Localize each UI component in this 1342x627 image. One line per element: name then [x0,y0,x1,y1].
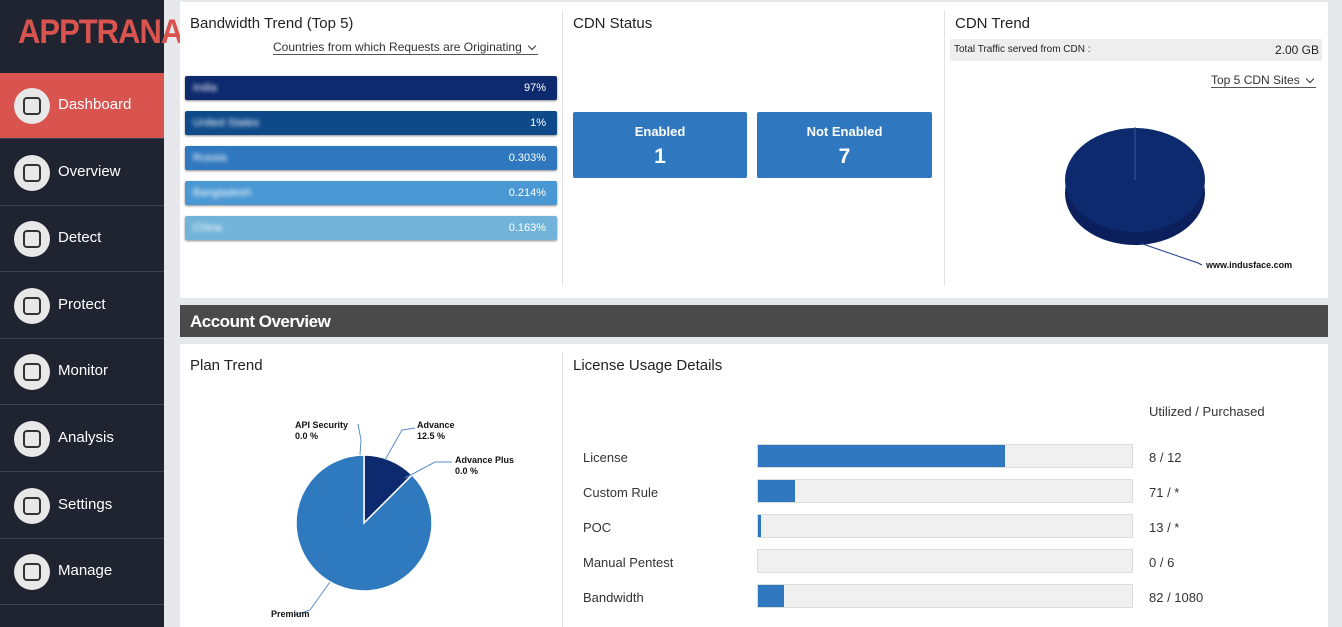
license-name: POC [583,520,612,535]
nav-item[interactable]: Dashboard [0,73,164,139]
nav-icon [14,287,50,324]
pie-slice [295,454,433,592]
license-name: Manual Pentest [583,555,674,570]
pie-value-label: 0.0 % [295,431,318,441]
pie-label: www.indusface.com [1205,260,1292,270]
usage-value: 8 / 12 [1149,450,1182,465]
nav-icon [14,487,50,524]
bandwidth-row: China 0.163% [185,216,557,240]
nav-icon [14,154,50,191]
usage-value: 82 / 1080 [1149,590,1204,605]
country: Russia [193,152,227,164]
divider [562,10,563,286]
nav-label: Monitor [58,362,109,380]
license-name: License [583,450,628,465]
usage-track [757,549,1133,573]
section-title: License Usage Details [573,357,723,374]
nav-label: Protect [58,295,106,313]
sidebar: APPTRANA Dashboard Overview Detect Protect M… [0,0,183,627]
nav-label: Settings [58,495,113,513]
share: 0.303% [508,152,546,164]
dropdown[interactable]: Top 5 CDN Sites [1211,73,1316,88]
cdn-tile: Not Enabled 7 [757,112,932,178]
share: 0.214% [508,187,546,199]
usage-value: 0 / 6 [1149,555,1175,570]
traffic-bar: Total Traffic served from CDN : 2.00 GB [950,39,1322,61]
pie-label: Advance [417,420,455,430]
usage-value: 71 / * [1149,485,1180,500]
bandwidth-row: Bangladesh 0.214% [185,181,557,205]
cdn-tile: Enabled 1 [573,112,747,178]
usage-track [757,444,1133,468]
license-name: Bandwidth [583,590,644,605]
bandwidth-row: India 97% [185,76,557,100]
nav-item[interactable]: Protect [0,273,164,339]
nav-icon [14,554,50,591]
nav-icon [14,354,50,391]
logo: APPTRANA [18,12,183,51]
leader-line [294,581,331,616]
usage-fill [758,445,1005,467]
section-header: Account Overview [180,305,1328,337]
leader-line [404,461,452,479]
nav-item[interactable]: Analysis [0,406,164,472]
share: 1% [530,117,546,129]
nav-item[interactable]: Detect [0,206,164,273]
nav-item[interactable]: Monitor [0,339,164,406]
bandwidth-row: United States 1% [185,111,557,135]
pie-label: Premium [271,609,310,619]
pie-label: API Security [295,420,348,430]
usage-fill [758,515,761,537]
country: Bangladesh [193,187,252,199]
dropdown[interactable]: Countries from which Requests are Origin… [273,40,538,55]
country: China [193,222,222,234]
share: 97% [523,82,546,94]
section-title: Bandwidth Trend (Top 5) [190,15,354,32]
tile-count: 1 [654,145,666,168]
section-header-title: Account Overview [190,312,331,331]
nav-icon [14,221,50,258]
leader-line [384,427,416,461]
nav-label: Manage [58,562,113,580]
share: 0.163% [508,222,546,234]
tile-count: 7 [838,145,851,168]
section-title: CDN Status [573,15,653,32]
nav-label: Dashboard [58,96,132,113]
cdn-pie: www.indusface.com [1065,127,1292,270]
leader-line [1139,242,1203,266]
nav-item[interactable]: Manage [0,539,164,606]
license-name: Custom Rule [583,485,659,500]
usage-track [757,584,1133,608]
nav-icon [14,88,50,124]
nav-icon [14,421,50,457]
country: United States [193,117,260,129]
pie-value-label: 12.5 % [417,431,445,441]
nav-item[interactable]: Overview [0,140,164,206]
nav-label: Analysis [58,429,114,446]
leader-line [357,423,362,456]
nav-label: Overview [58,162,121,180]
section-title: Plan Trend [190,357,263,374]
usage-track [757,479,1133,503]
section-title: CDN Trend [955,15,1031,32]
traffic-value: 2.00 GB [1274,43,1319,57]
pie-value-label: 0.0 % [455,466,478,476]
bandwidth-row: Russia 0.303% [185,146,557,170]
divider [562,352,563,627]
divider [944,10,945,286]
usage-track [757,514,1133,538]
nav-item[interactable]: Settings [0,473,164,539]
pie-label: Advance Plus [455,455,514,465]
nav-label: Detect [58,229,102,247]
usage-value: 13 / * [1149,520,1180,535]
traffic-label: Total Traffic served from CDN : [954,44,1091,55]
column-header: Utilized / Purchased [1149,404,1265,419]
tile-label: Not Enabled [806,124,883,139]
tile-label: Enabled [634,124,686,139]
usage-fill [758,480,796,502]
usage-fill [758,585,785,607]
country: India [193,82,217,94]
